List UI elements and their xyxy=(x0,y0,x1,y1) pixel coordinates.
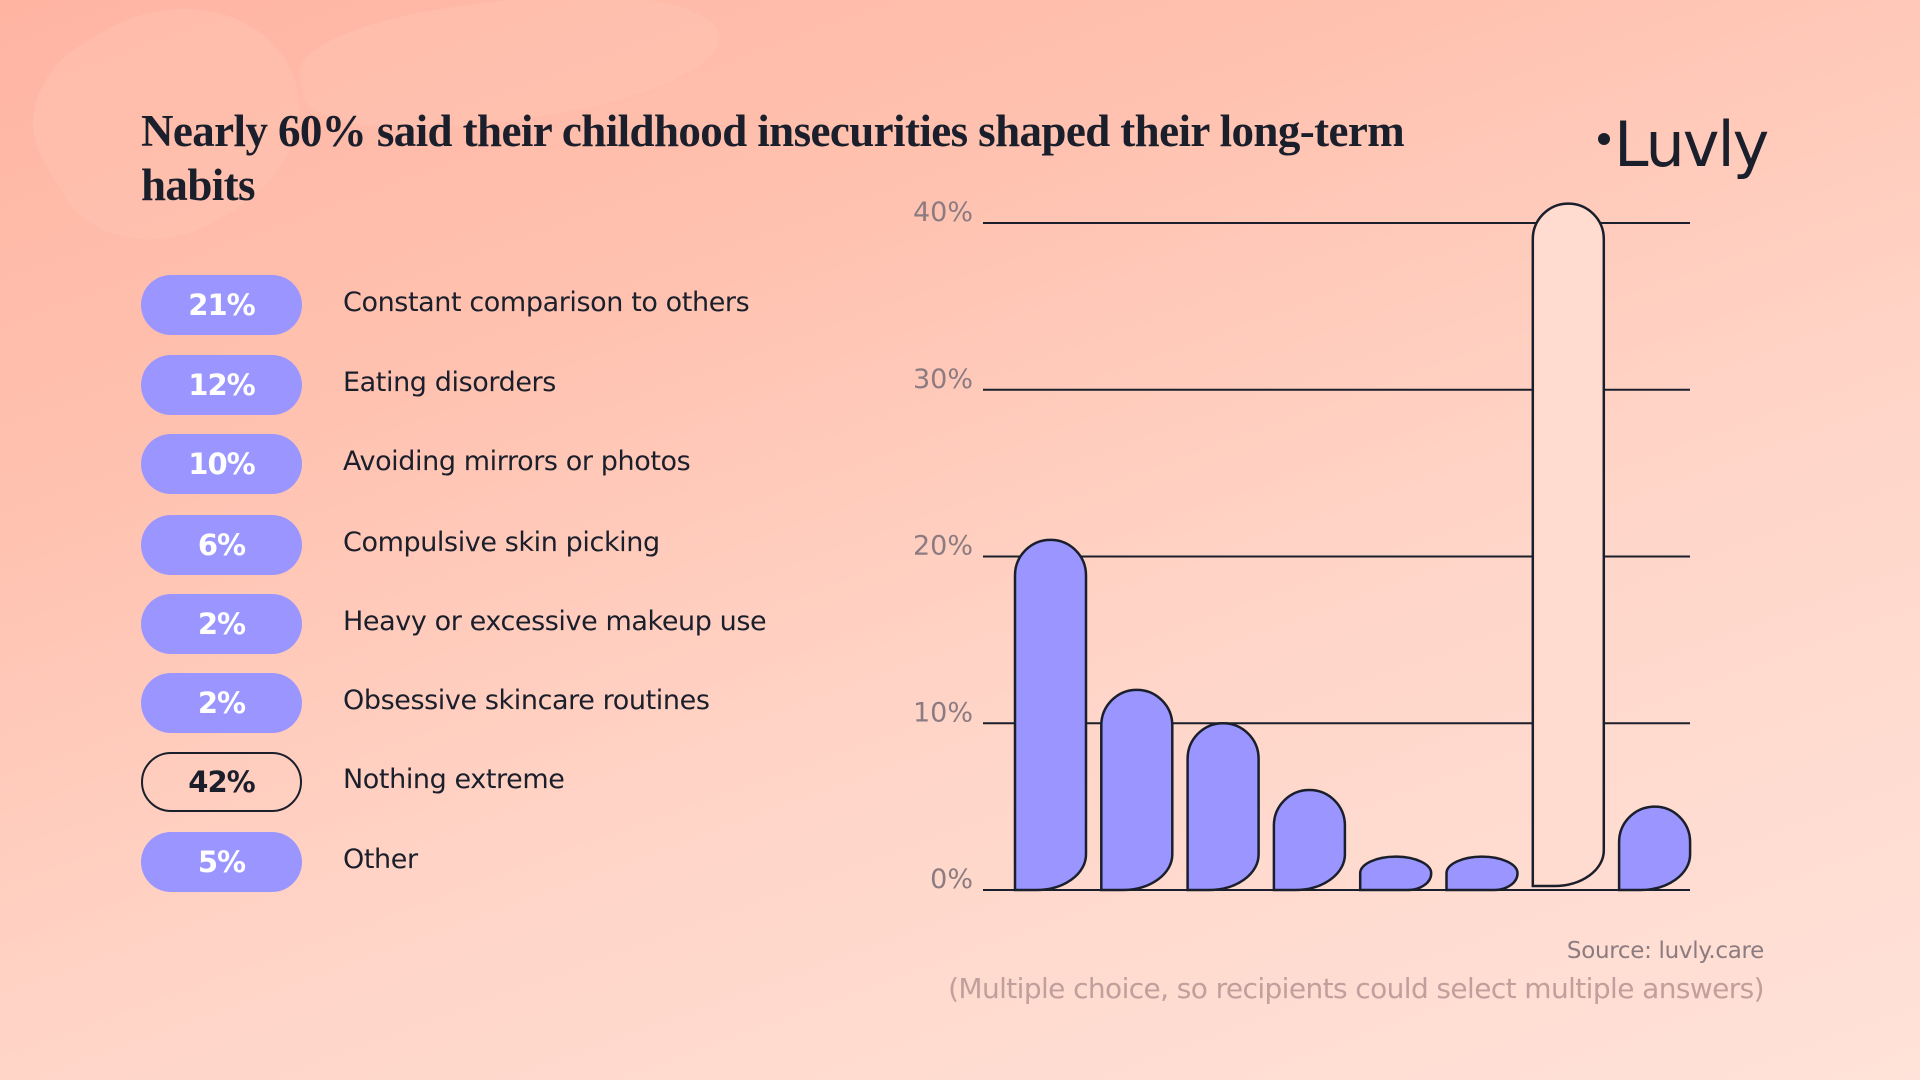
legend-label: Nothing extreme xyxy=(343,764,565,795)
value-pill: 10% xyxy=(141,434,302,494)
y-tick-label: 20% xyxy=(913,531,973,562)
luvly-logo: Luvly xyxy=(1598,108,1769,181)
value-pill: 12% xyxy=(141,355,302,415)
y-axis-ticks: 0%10%20%30%40% xyxy=(913,197,973,895)
bar-highlighted: Nothing extreme: 42% xyxy=(1531,202,1606,888)
bar: Other: 5% xyxy=(1617,805,1692,892)
legend-label: Compulsive skin picking xyxy=(343,527,660,558)
bar: Constant comparison to others: 21% xyxy=(1013,538,1088,892)
bar: Compulsive skin picking: 6% xyxy=(1272,788,1347,892)
value-pill: 2% xyxy=(141,673,302,733)
value-pill: 6% xyxy=(141,515,302,575)
legend-item: 5% Other xyxy=(141,832,841,892)
bar: Obsessive skincare routines: 2% xyxy=(1445,855,1519,892)
legend-label: Eating disorders xyxy=(343,367,556,398)
bar: Avoiding mirrors or photos: 10% xyxy=(1186,722,1260,892)
legend-label: Constant comparison to others xyxy=(343,287,750,318)
legend-item: 42% Nothing extreme xyxy=(141,752,841,812)
value-pill: 5% xyxy=(141,832,302,892)
legend-label: Other xyxy=(343,844,418,875)
logo-dot-icon xyxy=(1598,132,1610,145)
chart-title: Nearly 60% said their childhood insecuri… xyxy=(141,106,1405,210)
gridlines xyxy=(983,222,1690,891)
value-pill: 2% xyxy=(141,594,302,654)
legend-item: 6% Compulsive skin picking xyxy=(141,515,841,575)
y-tick-label: 0% xyxy=(930,864,973,895)
legend-label: Obsessive skincare routines xyxy=(343,685,710,716)
bar: Eating disorders: 12% xyxy=(1100,688,1174,892)
legend-item: 21% Constant comparison to others xyxy=(141,275,841,335)
footnote: (Multiple choice, so recipients could se… xyxy=(948,972,1765,1005)
legend-item: 2% Obsessive skincare routines xyxy=(141,673,841,733)
legend-item: 10% Avoiding mirrors or photos xyxy=(141,434,841,494)
legend-label: Avoiding mirrors or photos xyxy=(343,446,691,477)
legend-item: 12% Eating disorders xyxy=(141,355,841,415)
source-text: Source: luvly.care xyxy=(1566,938,1764,964)
value-pill-highlighted: 42% xyxy=(141,752,302,812)
bar: Heavy or excessive makeup use: 2% xyxy=(1358,855,1433,892)
value-pill: 21% xyxy=(141,275,302,335)
legend-label: Heavy or excessive makeup use xyxy=(343,606,767,637)
legend-item: 2% Heavy or excessive makeup use xyxy=(141,594,841,654)
y-tick-label: 30% xyxy=(913,364,973,395)
y-tick-label: 10% xyxy=(913,697,973,728)
bars: Constant comparison to others: 21%Eating… xyxy=(1013,202,1692,892)
logo-text: Luvly xyxy=(1614,108,1769,181)
